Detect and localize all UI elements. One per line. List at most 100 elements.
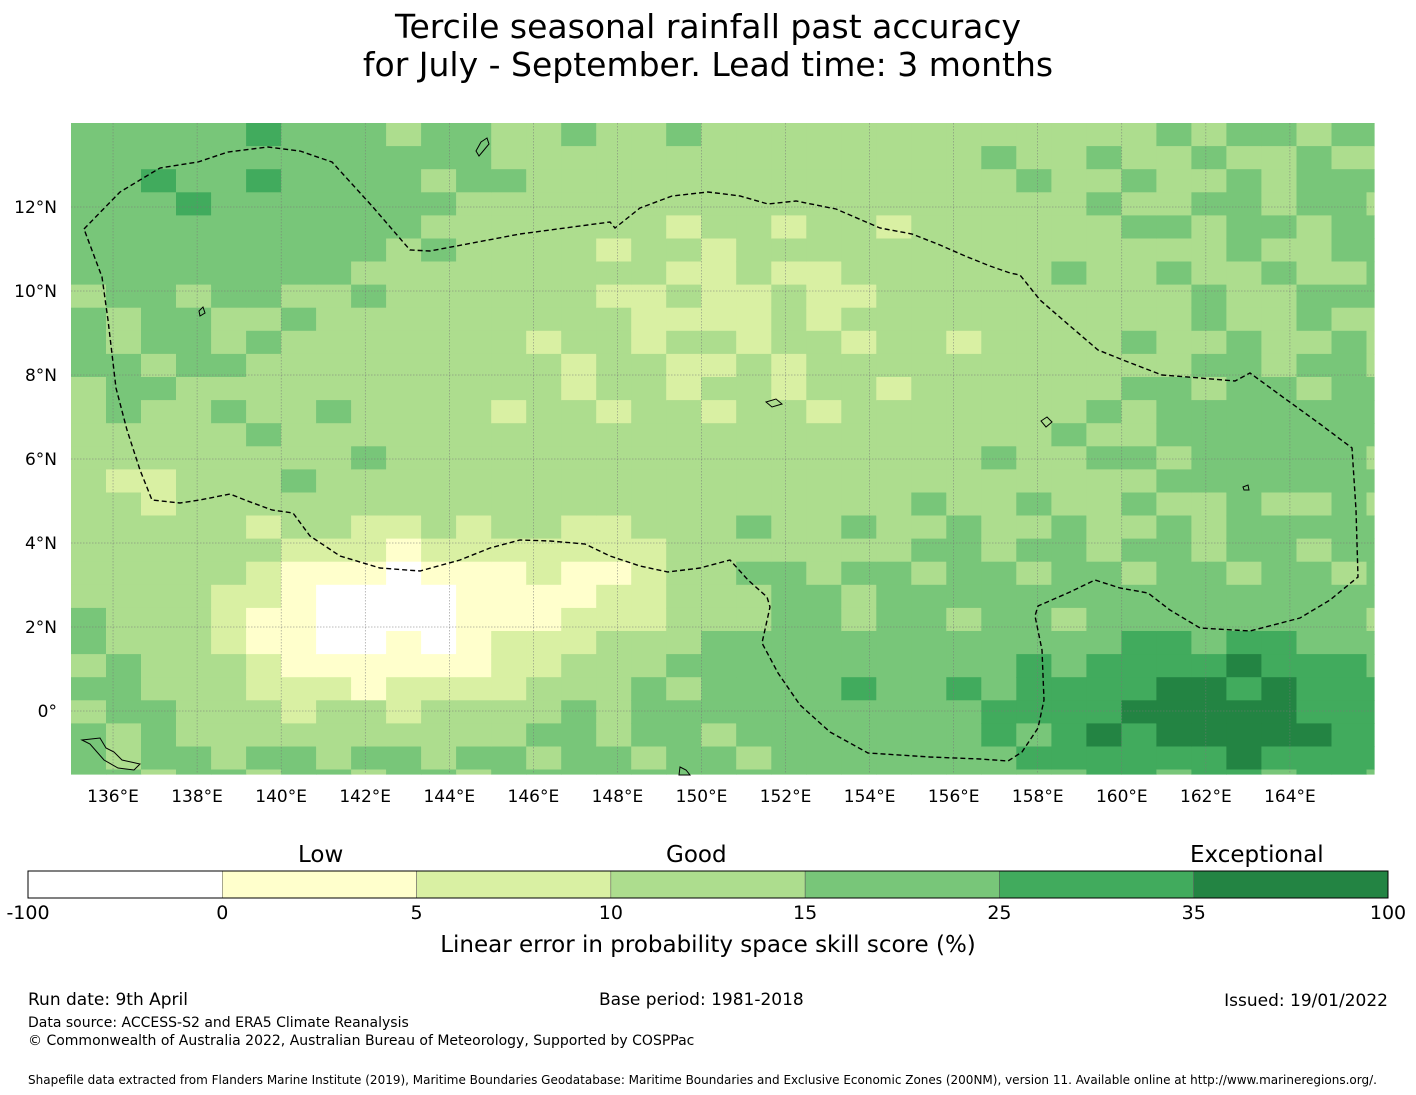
skill-cell	[1226, 746, 1262, 771]
skill-cell	[771, 353, 807, 378]
lat-tick-label: 10°N	[14, 282, 57, 302]
skill-cell	[876, 492, 912, 517]
legend-category-good: Good	[666, 842, 727, 868]
skill-cell	[141, 446, 177, 470]
skill-cell	[806, 123, 842, 147]
skill-cell	[1121, 561, 1157, 586]
skill-cell	[386, 538, 422, 563]
skill-cell	[211, 400, 247, 424]
skill-cell	[771, 400, 807, 424]
colorbar	[27, 870, 1389, 899]
skill-cell	[1016, 677, 1052, 701]
skill-cell	[841, 353, 877, 378]
colorbar-tick: 10	[598, 902, 623, 924]
skill-cell	[876, 538, 912, 563]
skill-cell	[491, 631, 527, 655]
skill-cell	[526, 423, 562, 447]
skill-cell	[1366, 238, 1375, 263]
skill-cell	[596, 631, 632, 655]
skill-cell	[176, 700, 212, 724]
skill-cell	[631, 400, 667, 424]
skill-cell	[771, 561, 807, 586]
skill-cell	[1121, 515, 1157, 540]
skill-cell	[1191, 746, 1227, 771]
skill-cell	[1191, 261, 1227, 286]
skill-cell	[1086, 515, 1122, 540]
skill-cell	[1121, 700, 1157, 724]
skill-cell	[561, 377, 597, 401]
skill-cell	[1016, 654, 1052, 678]
skill-cell	[456, 700, 492, 724]
data-source: Data source: ACCESS-S2 and ERA5 Climate …	[28, 1015, 409, 1031]
colorbar-tick: 5	[410, 902, 423, 924]
skill-cell	[1086, 492, 1122, 517]
skill-cell	[1156, 123, 1192, 147]
skill-cell	[771, 746, 807, 771]
skill-cell	[701, 746, 737, 771]
skill-cell	[1366, 469, 1375, 494]
skill-cell	[946, 538, 982, 563]
skill-cell	[666, 561, 702, 586]
skill-cell	[211, 561, 247, 586]
skill-cell	[386, 746, 422, 771]
skill-cell	[141, 353, 177, 378]
skill-cell	[106, 146, 142, 170]
skill-cell	[351, 492, 387, 517]
skill-cell	[491, 654, 527, 678]
skill-cell	[1121, 192, 1157, 216]
skill-cell	[736, 215, 772, 240]
skill-cell	[1261, 677, 1297, 701]
skill-cell	[1331, 607, 1368, 632]
skill-cell	[771, 584, 807, 609]
skill-cell	[386, 423, 422, 447]
skill-cell	[1051, 123, 1087, 147]
skill-cell	[456, 492, 492, 517]
skill-cell	[771, 700, 807, 724]
skill-cell	[211, 192, 247, 216]
skill-cell	[421, 746, 457, 771]
skill-cell	[1366, 769, 1375, 775]
skill-cell	[211, 238, 247, 263]
skill-cell	[1226, 723, 1262, 748]
skill-cell	[316, 146, 352, 170]
skill-cell	[666, 446, 702, 470]
skill-cell	[246, 400, 282, 424]
skill-cell	[1121, 746, 1157, 771]
skill-cell	[106, 215, 142, 240]
skill-cell	[1296, 769, 1333, 775]
skill-cell	[1331, 238, 1368, 263]
skill-cell	[106, 492, 142, 517]
skill-cell	[246, 515, 282, 540]
skill-cell	[561, 123, 597, 147]
skill-cell	[876, 607, 912, 632]
skill-cell	[1366, 400, 1375, 424]
skill-cell	[596, 400, 632, 424]
skill-cell	[1191, 631, 1227, 655]
skill-cell	[736, 123, 772, 147]
skill-cell	[176, 192, 212, 216]
skill-cell	[911, 584, 947, 609]
skill-cell	[1016, 238, 1052, 263]
skill-cell	[351, 631, 387, 655]
skill-cell	[106, 261, 142, 286]
skill-cell	[176, 538, 212, 563]
skill-cell	[1051, 538, 1087, 563]
yap-island	[198, 306, 206, 317]
skill-cell	[631, 746, 667, 771]
skill-cell	[211, 215, 247, 240]
skill-cell	[771, 492, 807, 517]
skill-cell	[981, 769, 1017, 775]
skill-cell	[281, 215, 317, 240]
skill-cell	[1191, 400, 1227, 424]
skill-cell	[281, 677, 317, 701]
skill-cell	[351, 261, 387, 286]
skill-cell	[211, 631, 247, 655]
skill-cell	[1051, 561, 1087, 586]
skill-cell	[946, 423, 982, 447]
skill-cell	[631, 631, 667, 655]
skill-cell	[1086, 238, 1122, 263]
skill-cell	[316, 307, 352, 332]
skill-cell	[1226, 215, 1262, 240]
skill-cell	[526, 238, 562, 263]
skill-cell	[386, 261, 422, 286]
